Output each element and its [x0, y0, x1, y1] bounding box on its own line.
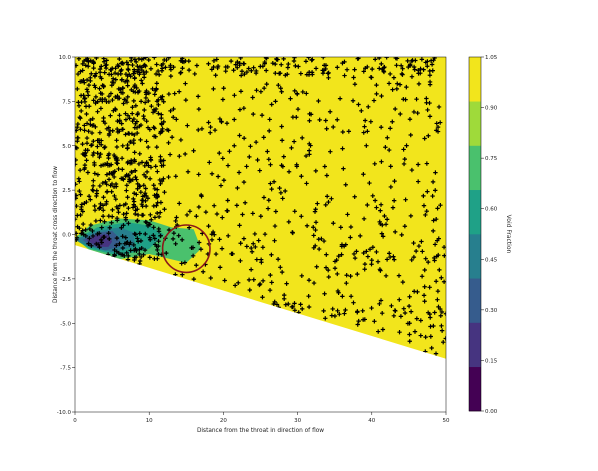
- y-tick-label: -10.0: [57, 410, 72, 416]
- colorbar-tick-label: 0.75: [485, 156, 498, 162]
- y-tick-label: -7.5: [60, 366, 71, 372]
- y-tick-label: -5.0: [60, 321, 71, 327]
- x-axis-title: Distance from the throat in direction of…: [197, 428, 324, 434]
- colorbar-band-5: [469, 146, 481, 191]
- x-tick-label: 40: [368, 418, 375, 424]
- x-axis-ticks: 0 10 20 30 40 50: [73, 412, 450, 424]
- colorbar-tick-label: 0.90: [485, 106, 498, 112]
- y-axis-ticks: 10.0 7.5 5.0 2.5 0.0 -2.5 -5.0 -7.5 -10.0: [57, 55, 75, 416]
- colorbar-band-6: [469, 101, 481, 146]
- colorbar-tick-label: 0.30: [485, 308, 498, 314]
- x-tick-label: 20: [220, 418, 227, 424]
- colorbar-band-7: [469, 57, 481, 102]
- plot-area: [73, 55, 448, 359]
- y-tick-label: 0.0: [62, 233, 71, 239]
- colorbar-band-4: [469, 190, 481, 235]
- y-tick-label: 7.5: [62, 99, 71, 105]
- colorbar-tick-label: 0.60: [485, 207, 498, 213]
- domain-yellow-fill: [75, 57, 446, 359]
- x-tick-label: 10: [146, 418, 153, 424]
- colorbar-band-2: [469, 278, 481, 323]
- x-tick-label: 30: [294, 418, 301, 424]
- colorbar-band-1: [469, 323, 481, 368]
- colorbar-tick-label: 1.05: [485, 55, 498, 61]
- colorbar-band-0: [469, 367, 481, 412]
- colorbar-tick-label: 0.45: [485, 257, 498, 263]
- colorbar-band-3: [469, 234, 481, 279]
- y-tick-label: 2.5: [62, 188, 71, 194]
- y-tick-label: 10.0: [59, 55, 72, 61]
- colorbar: 1.05 0.90 0.75 0.60 0.45 0.30 0.15 0.00: [469, 55, 498, 415]
- colorbar-title: Void Fraction: [505, 215, 512, 254]
- y-tick-label: 5.0: [62, 144, 71, 150]
- x-tick-label: 0: [73, 418, 77, 424]
- colorbar-tick-label: 0.00: [485, 409, 498, 415]
- y-axis-title: Distance from the throat cross direction…: [53, 166, 59, 303]
- colorbar-tick-label: 0.15: [485, 358, 498, 364]
- y-tick-label: -2.5: [60, 277, 71, 283]
- x-tick-label: 50: [443, 418, 450, 424]
